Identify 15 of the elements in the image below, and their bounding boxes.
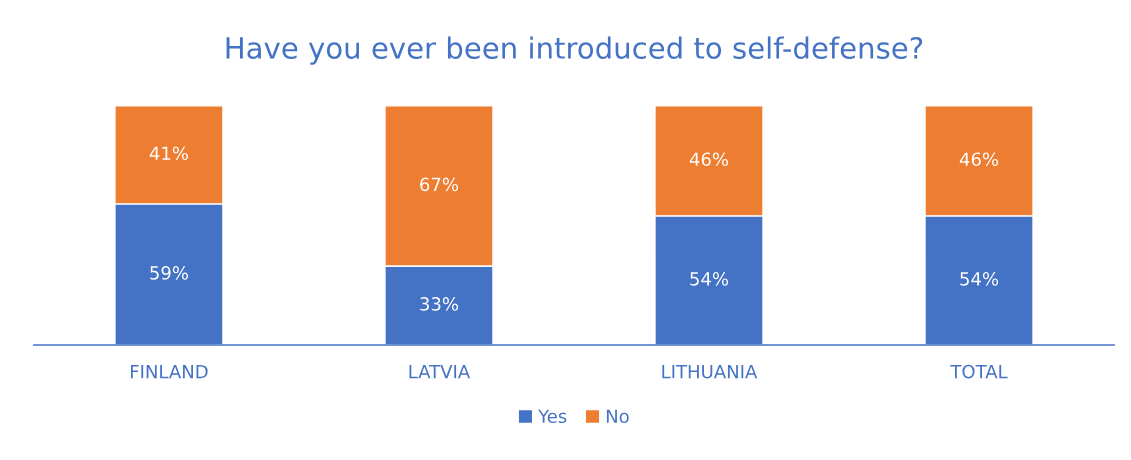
data-label: 46% xyxy=(689,152,729,167)
data-label: 67% xyxy=(420,177,459,192)
data-label: 54% xyxy=(960,272,999,286)
legend-label: Yes xyxy=(538,409,567,424)
x-tick-label: FINLAND xyxy=(130,365,208,379)
x-tick-label: LITHUANIA xyxy=(662,365,758,379)
data-label: 41% xyxy=(149,146,189,161)
x-tick-label: TOTAL xyxy=(950,364,1008,379)
legend-label: No xyxy=(606,409,629,424)
x-tick-label: LATVIA xyxy=(409,365,471,379)
data-label: 33% xyxy=(420,297,459,311)
chart-title: Have you ever been introduced to self-defense? xyxy=(226,36,923,65)
data-label: 59% xyxy=(150,266,189,280)
data-label: 54% xyxy=(690,272,729,286)
data-label: 46% xyxy=(959,152,999,167)
